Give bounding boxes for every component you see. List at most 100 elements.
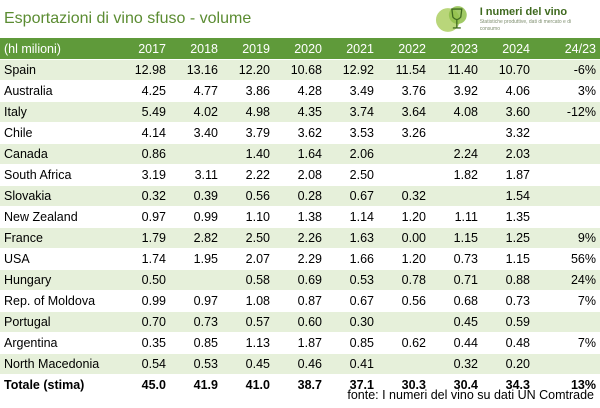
value-cell: 0.45 bbox=[222, 353, 274, 375]
value-cell bbox=[378, 164, 430, 186]
logo: I numeri del vino Statistiche produttive… bbox=[432, 2, 592, 36]
value-cell: 0.87 bbox=[274, 290, 326, 312]
value-cell: 1.15 bbox=[482, 248, 534, 270]
value-cell: 11.54 bbox=[378, 59, 430, 81]
value-cell: 0.46 bbox=[274, 353, 326, 375]
value-cell: 1.95 bbox=[170, 248, 222, 270]
total-value: 37.1 bbox=[326, 374, 378, 396]
value-cell: 3.19 bbox=[118, 164, 170, 186]
value-cell: 1.11 bbox=[430, 206, 482, 228]
country-cell: Spain bbox=[0, 59, 118, 81]
value-cell: 1.20 bbox=[378, 248, 430, 270]
header-2018: 2018 bbox=[170, 38, 222, 60]
country-cell: USA bbox=[0, 248, 118, 270]
value-cell bbox=[534, 164, 600, 186]
value-cell: 2.82 bbox=[170, 227, 222, 249]
value-cell: 0.32 bbox=[118, 185, 170, 207]
value-cell: 56% bbox=[534, 248, 600, 270]
value-cell: 3.32 bbox=[482, 122, 534, 144]
total-value: 30.3 bbox=[378, 374, 430, 396]
value-cell: 1.87 bbox=[482, 164, 534, 186]
table-row: North Macedonia 0.54 0.53 0.45 0.46 0.41 0.32 0… bbox=[0, 353, 600, 375]
value-cell: 0.56 bbox=[222, 185, 274, 207]
value-cell: 4.06 bbox=[482, 80, 534, 102]
table-row: New Zealand 0.97 0.99 1.10 1.38 1.14 1.20 1.11 1… bbox=[0, 206, 600, 228]
value-cell: 0.85 bbox=[326, 332, 378, 354]
value-cell: 3.60 bbox=[482, 101, 534, 123]
value-cell: 0.86 bbox=[118, 143, 170, 165]
value-cell: 0.41 bbox=[326, 353, 378, 375]
value-cell: 0.85 bbox=[170, 332, 222, 354]
page-title: Esportazioni di vino sfuso - volume bbox=[4, 10, 252, 27]
total-value: 34.3 bbox=[482, 374, 534, 396]
value-cell: -6% bbox=[534, 59, 600, 81]
value-cell: 12.98 bbox=[118, 59, 170, 81]
exports-table: (hl milioni) 2017 2018 2019 2020 2021 2022 2023… bbox=[0, 38, 600, 396]
value-cell: 0.00 bbox=[378, 227, 430, 249]
value-cell: 0.32 bbox=[430, 353, 482, 375]
country-cell: Argentina bbox=[0, 332, 118, 354]
total-value: 41.0 bbox=[222, 374, 274, 396]
value-cell: 0.58 bbox=[222, 269, 274, 291]
value-cell bbox=[378, 143, 430, 165]
header-2017: 2017 bbox=[118, 38, 170, 60]
value-cell: 3.40 bbox=[170, 122, 222, 144]
value-cell: 0.48 bbox=[482, 332, 534, 354]
table-row: South Africa 3.19 3.11 2.22 2.08 2.50 1.82 1.87 bbox=[0, 164, 600, 186]
header-unit: (hl milioni) bbox=[0, 38, 118, 60]
value-cell: 3.49 bbox=[326, 80, 378, 102]
value-cell: 0.62 bbox=[378, 332, 430, 354]
value-cell: 10.70 bbox=[482, 59, 534, 81]
value-cell: 4.08 bbox=[430, 101, 482, 123]
value-cell: 0.44 bbox=[430, 332, 482, 354]
country-cell: Portugal bbox=[0, 311, 118, 333]
value-cell: 0.53 bbox=[326, 269, 378, 291]
value-cell: 1.15 bbox=[430, 227, 482, 249]
value-cell: 4.25 bbox=[118, 80, 170, 102]
value-cell: 2.50 bbox=[222, 227, 274, 249]
value-cell: 13.16 bbox=[170, 59, 222, 81]
value-cell: 3.86 bbox=[222, 80, 274, 102]
value-cell: 0.45 bbox=[430, 311, 482, 333]
value-cell: 24% bbox=[534, 269, 600, 291]
total-value: 45.0 bbox=[118, 374, 170, 396]
value-cell: 0.71 bbox=[430, 269, 482, 291]
value-cell: 0.20 bbox=[482, 353, 534, 375]
value-cell: 1.40 bbox=[222, 143, 274, 165]
value-cell: 4.02 bbox=[170, 101, 222, 123]
value-cell: 3.53 bbox=[326, 122, 378, 144]
country-cell: Slovakia bbox=[0, 185, 118, 207]
value-cell: 7% bbox=[534, 332, 600, 354]
value-cell: 0.35 bbox=[118, 332, 170, 354]
value-cell bbox=[430, 122, 482, 144]
value-cell: 4.35 bbox=[274, 101, 326, 123]
value-cell: 11.40 bbox=[430, 59, 482, 81]
value-cell: 3.11 bbox=[170, 164, 222, 186]
value-cell: 0.78 bbox=[378, 269, 430, 291]
value-cell bbox=[378, 353, 430, 375]
value-cell: 1.63 bbox=[326, 227, 378, 249]
header-2019: 2019 bbox=[222, 38, 274, 60]
value-cell: 0.30 bbox=[326, 311, 378, 333]
table-row: Hungary 0.50 0.58 0.69 0.53 0.78 0.71 0.88 24% bbox=[0, 269, 600, 291]
country-cell: France bbox=[0, 227, 118, 249]
total-value: 38.7 bbox=[274, 374, 326, 396]
header-2021: 2021 bbox=[326, 38, 378, 60]
value-cell bbox=[534, 206, 600, 228]
value-cell: 0.68 bbox=[430, 290, 482, 312]
value-cell: 0.99 bbox=[118, 290, 170, 312]
country-cell: New Zealand bbox=[0, 206, 118, 228]
total-label: Totale (stima) bbox=[0, 374, 118, 396]
value-cell: 4.14 bbox=[118, 122, 170, 144]
table-row: USA 1.74 1.95 2.07 2.29 1.66 1.20 0.73 1.15 56% bbox=[0, 248, 600, 270]
value-cell: 2.03 bbox=[482, 143, 534, 165]
table-row: Canada 0.86 1.40 1.64 2.06 2.24 2.03 bbox=[0, 143, 600, 165]
country-cell: Hungary bbox=[0, 269, 118, 291]
value-cell: 1.10 bbox=[222, 206, 274, 228]
value-cell: 9% bbox=[534, 227, 600, 249]
country-cell: Italy bbox=[0, 101, 118, 123]
value-cell: 1.25 bbox=[482, 227, 534, 249]
header-24-23: 24/23 bbox=[534, 38, 600, 60]
value-cell bbox=[170, 143, 222, 165]
table-row: Portugal 0.70 0.73 0.57 0.60 0.30 0.45 0.59 bbox=[0, 311, 600, 333]
